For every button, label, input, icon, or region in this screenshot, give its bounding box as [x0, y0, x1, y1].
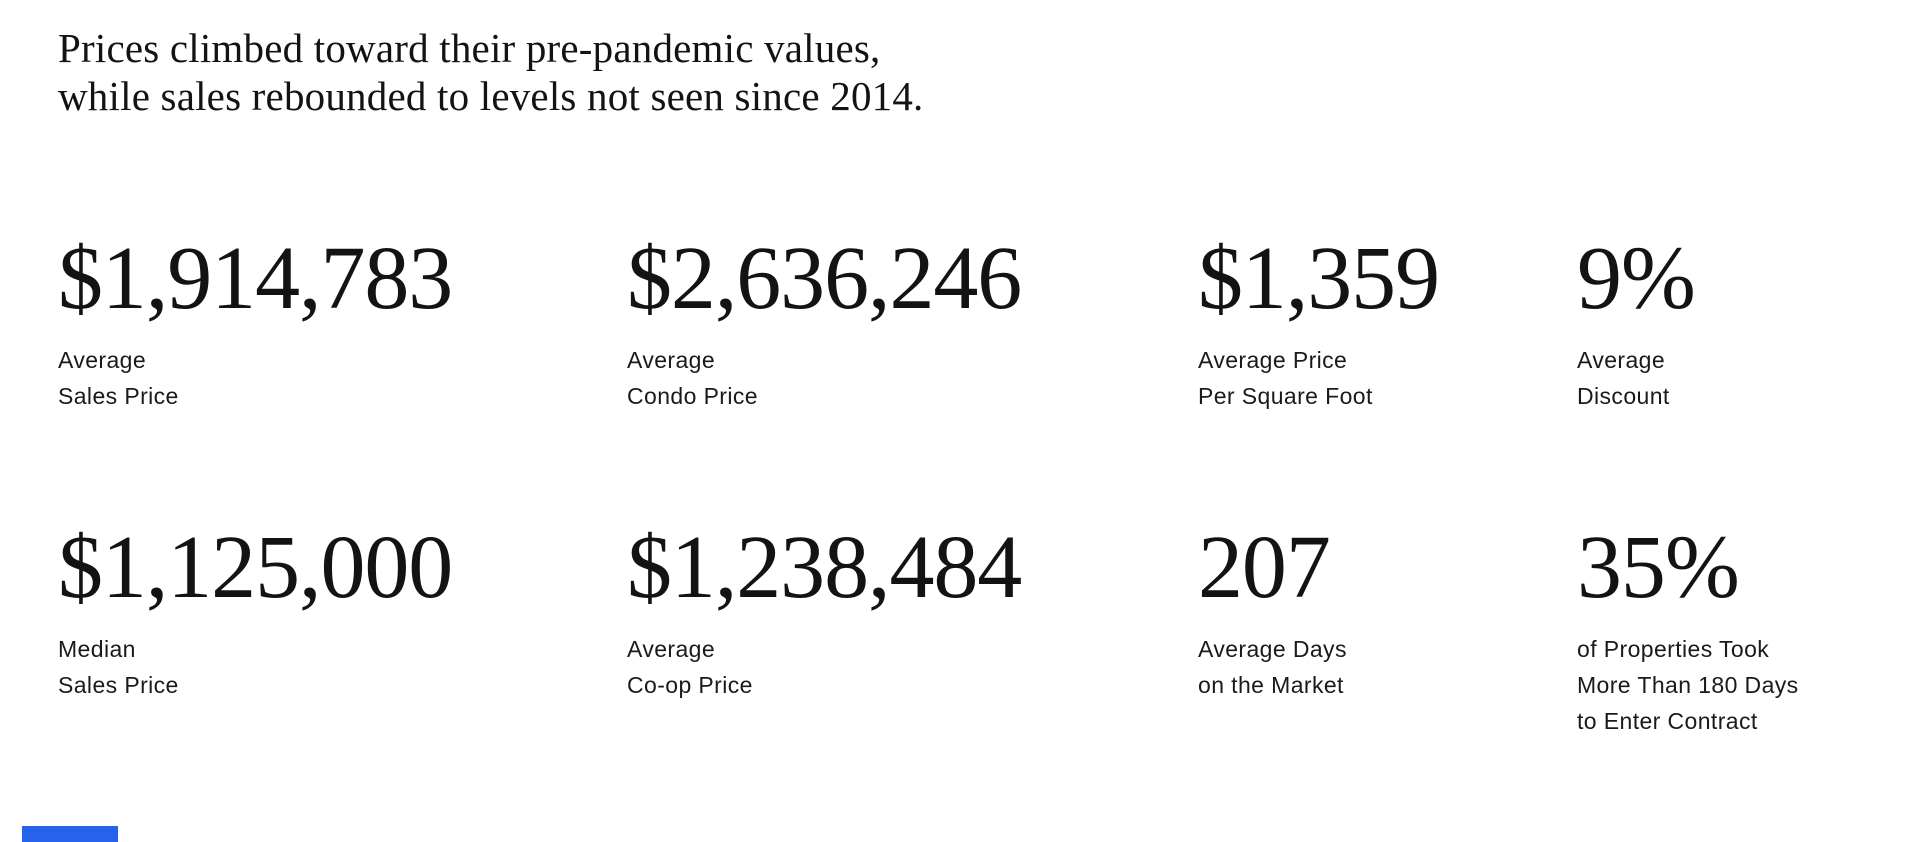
stat-average-days-on-market: 207 Average Days on the Market — [1198, 522, 1577, 739]
stat-label: Median Sales Price — [58, 636, 179, 698]
page-title: Prices climbed toward their pre-pandemic… — [58, 24, 924, 120]
stat-value: $1,914,783 — [58, 229, 453, 328]
stat-label: Average Sales Price — [58, 347, 179, 409]
stat-value: 207 — [1198, 518, 1331, 617]
headline-line-1: Prices climbed toward their pre-pandemic… — [58, 25, 881, 71]
stat-label: Average Days on the Market — [1198, 636, 1347, 698]
stat-value: $1,238,484 — [627, 518, 1022, 617]
stat-median-sales-price: $1,125,000 Median Sales Price — [58, 522, 627, 739]
stat-average-discount: 9% Average Discount — [1577, 233, 1897, 414]
headline-line-2: while sales rebounded to levels not seen… — [58, 73, 924, 119]
stat-average-condo-price: $2,636,246 Average Condo Price — [627, 233, 1198, 414]
stat-average-coop-price: $1,238,484 Average Co-op Price — [627, 522, 1198, 739]
stat-label: Average Discount — [1577, 347, 1670, 409]
stat-value: $1,359 — [1198, 229, 1440, 328]
stat-properties-over-180-days: 35% of Properties Took More Than 180 Day… — [1577, 522, 1897, 739]
page-accent-bar — [22, 826, 118, 842]
stat-label: of Properties Took More Than 180 Days to… — [1577, 636, 1799, 734]
stat-label: Average Condo Price — [627, 347, 758, 409]
stat-label: Average Price Per Square Foot — [1198, 347, 1373, 409]
stat-average-price-per-square-foot: $1,359 Average Price Per Square Foot — [1198, 233, 1577, 414]
stats-grid: $1,914,783 Average Sales Price $2,636,24… — [58, 233, 1897, 739]
stat-value: 35% — [1577, 518, 1740, 617]
stat-value: $1,125,000 — [58, 518, 453, 617]
stat-label: Average Co-op Price — [627, 636, 753, 698]
stat-value: 9% — [1577, 229, 1696, 328]
stat-value: $2,636,246 — [627, 229, 1022, 328]
stat-average-sales-price: $1,914,783 Average Sales Price — [58, 233, 627, 414]
